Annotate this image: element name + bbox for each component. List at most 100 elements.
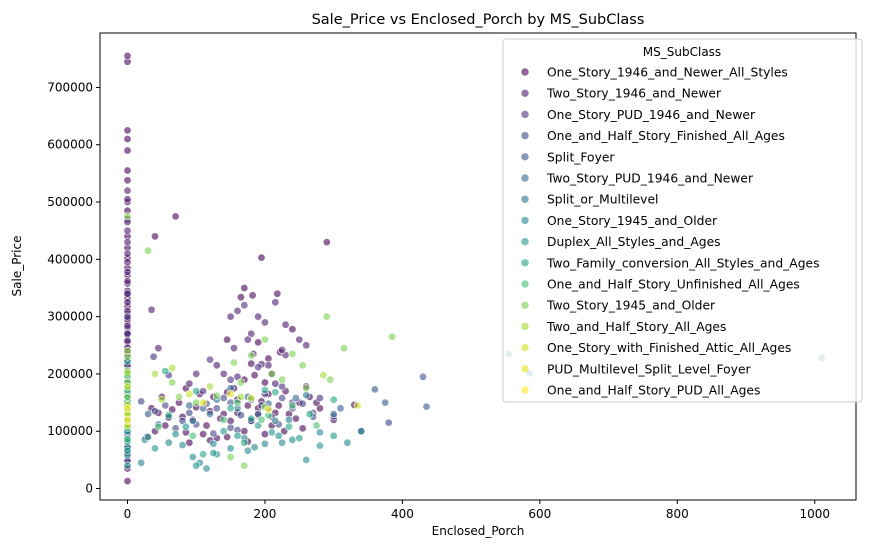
data-point [322,312,331,321]
data-point [209,439,218,448]
legend-marker [521,174,529,182]
legend-label: Two_Family_conversion_All_Styles_and_Age… [546,256,820,270]
data-point [302,455,311,464]
data-point [295,434,304,443]
legend-label: One_and_Half_Story_PUD_All_Ages [547,384,760,398]
data-point [243,446,252,455]
legend-entries: One_Story_1946_and_Newer_All_Styles Two_S… [521,66,820,398]
data-point [278,438,287,447]
data-point [123,404,132,413]
data-point [123,226,132,235]
data-point [343,438,352,447]
data-point [209,448,218,457]
data-point [305,409,314,418]
data-point [192,369,201,378]
data-point [281,320,290,329]
legend-label: One_Story_1946_and_Newer_All_Styles [547,66,788,80]
data-point [274,401,283,410]
data-point [123,336,132,345]
data-point [226,389,235,398]
y-tick-label: 300000 [47,310,93,324]
data-point [326,375,335,384]
data-point [161,367,170,376]
data-point [123,477,132,486]
data-point [206,409,215,418]
data-point [219,369,228,378]
data-point [185,408,194,417]
data-point [226,312,235,321]
data-point [248,291,257,300]
data-point [250,371,259,380]
legend-label: Two_Story_PUD_1946_and_Newer [546,172,754,186]
legend-label: One_and_Half_Story_Finished_All_Ages [547,129,785,143]
data-point [123,212,132,221]
data-point [315,428,324,437]
data-point [226,423,235,432]
data-point [273,289,282,298]
data-point [219,427,228,436]
data-point [240,283,249,292]
data-point [164,438,173,447]
data-point [260,378,269,387]
data-point [188,416,197,425]
legend-marker [521,216,529,225]
data-point [230,344,239,353]
y-tick-label: 0 [85,482,93,496]
data-point [151,232,160,241]
data-point [271,379,280,388]
data-point [123,277,132,286]
legend-marker [521,386,529,394]
legend-label: Split_Foyer [547,150,615,164]
data-point [271,298,280,307]
legend-marker [521,110,529,119]
data-point [288,401,297,410]
data-point [171,212,180,221]
data-point [240,427,249,436]
chart-title: Sale_Price vs Enclosed_Porch by MS_SubCl… [312,12,645,28]
data-point [288,349,297,358]
legend-marker [521,322,529,331]
data-point [236,293,245,302]
data-point [168,405,177,414]
data-point [226,416,235,425]
data-point [247,414,256,423]
data-point [144,409,153,418]
data-point [254,338,263,347]
data-point [236,411,245,420]
data-point [188,452,197,461]
legend-label: Two_Story_1945_and_Older [546,299,716,313]
data-point [123,267,132,276]
data-point [185,438,194,447]
data-point [247,393,256,402]
data-point [151,407,160,416]
legend-marker [521,259,529,267]
data-point [278,375,287,384]
data-point [329,395,338,404]
data-point [123,298,132,307]
x-tick-label: 800 [666,507,689,521]
data-point [123,312,132,321]
data-point [123,238,132,247]
data-point [209,429,218,438]
legend-marker [521,68,529,76]
data-point [185,401,194,410]
data-point [199,387,208,396]
data-point [123,446,132,455]
y-tick-label: 100000 [47,424,93,438]
x-tick-label: 600 [528,507,551,521]
data-point [147,305,156,314]
data-point [144,432,153,441]
data-point [219,415,228,424]
data-point [291,393,300,402]
data-point [240,301,249,310]
legend-marker [521,89,529,97]
data-point [168,378,177,387]
data-point [236,392,245,401]
data-point [226,404,235,413]
data-point [188,431,197,440]
x-tick-label: 200 [253,507,276,521]
data-point [357,427,366,436]
data-point [315,441,324,450]
data-point [267,428,276,437]
data-point [199,398,208,407]
